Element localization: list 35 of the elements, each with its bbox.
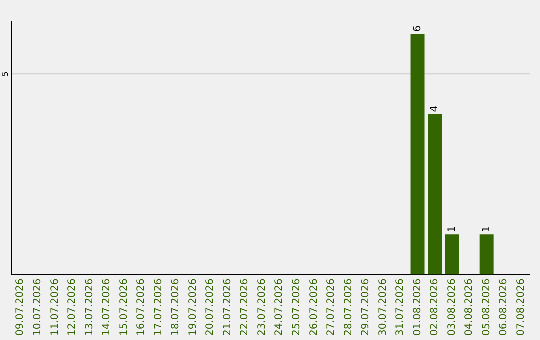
x-tick-label: 27.07.2026	[326, 278, 338, 336]
x-tick-label: 24.07.2026	[274, 278, 286, 336]
x-tick-label: 20.07.2026	[205, 278, 216, 336]
x-tick-label: 18.07.2026	[170, 278, 182, 336]
data-label: 4	[430, 106, 441, 112]
x-tick-label: 28.07.2026	[343, 278, 354, 336]
data-label: 1	[446, 226, 458, 233]
x-tick-label: 14.07.2026	[102, 278, 113, 336]
x-tick-label: 19.07.2026	[188, 278, 199, 336]
x-tick-label: 01.08.2026	[412, 278, 424, 336]
data-label: 6	[412, 26, 424, 32]
x-tick-label: 30.07.2026	[378, 278, 389, 336]
x-tick-label: 21.07.2026	[222, 278, 234, 336]
x-tick-label: 17.07.2026	[153, 278, 164, 336]
ref-line-label: 5	[1, 72, 10, 77]
x-tick-label: 06.08.2026	[498, 278, 510, 336]
x-tick-label: 25.07.2026	[291, 278, 302, 336]
x-tick-label: 22.07.2026	[240, 278, 251, 336]
x-tick-label: 05.08.2026	[481, 278, 492, 336]
x-tick-label: 29.07.2026	[360, 278, 372, 336]
x-tick-label: 12.07.2026	[67, 278, 78, 336]
x-tick-label: 13.07.2026	[84, 278, 96, 336]
x-tick-label: 16.07.2026	[136, 278, 148, 336]
x-tick-label: 15.07.2026	[118, 278, 130, 336]
x-tick-label: 04.08.2026	[464, 278, 476, 336]
x-tick-label: 31.07.2026	[395, 278, 406, 336]
data-label: 1	[481, 226, 492, 233]
x-tick-label: 11.07.2026	[50, 278, 61, 336]
x-tick-label: 23.07.2026	[256, 278, 268, 336]
x-tick-label: 03.08.2026	[446, 278, 458, 336]
x-tick-label: 09.07.2026	[15, 278, 26, 336]
x-tick-label: 26.07.2026	[308, 278, 320, 336]
x-tick-label: 10.07.2026	[32, 278, 44, 336]
x-tick-label: 07.08.2026	[516, 278, 527, 336]
x-tick-label: 02.08.2026	[430, 278, 441, 336]
